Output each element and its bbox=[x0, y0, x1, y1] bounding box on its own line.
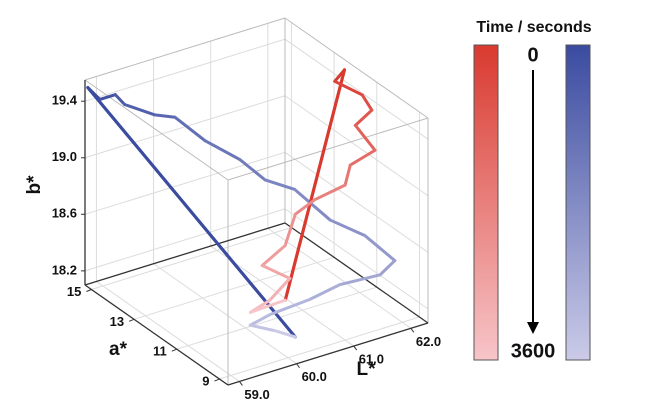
grid-line bbox=[267, 227, 412, 329]
x-tick-label: 60.0 bbox=[302, 369, 327, 384]
grid-line bbox=[91, 227, 292, 290]
trajectory-segment bbox=[260, 263, 292, 280]
z-tick-label: 19.4 bbox=[52, 93, 78, 108]
y-tick bbox=[171, 348, 177, 352]
grid-line bbox=[133, 256, 335, 320]
grid-line bbox=[176, 286, 377, 350]
x-axis-label: L* bbox=[357, 359, 377, 380]
trajectory-segment bbox=[260, 244, 287, 267]
box-edge bbox=[284, 17, 429, 119]
grid-line bbox=[84, 38, 286, 102]
z-tick-label: 18.6 bbox=[52, 206, 77, 221]
trajectory-segment bbox=[338, 273, 382, 287]
trajectory-segment bbox=[248, 298, 287, 314]
trajectory-segment bbox=[363, 233, 397, 263]
start-end-line bbox=[86, 85, 297, 339]
trajectory-segment bbox=[268, 297, 312, 317]
trajectory-segment bbox=[333, 68, 346, 83]
colorbar-title: Time / seconds bbox=[476, 19, 591, 36]
trajectory-segment bbox=[173, 115, 207, 143]
grid-line bbox=[284, 151, 429, 253]
trajectory-segment bbox=[313, 183, 347, 202]
colorbar-end: 3600 bbox=[511, 340, 556, 362]
x-tick-label: 62.0 bbox=[416, 334, 441, 349]
y-axis-label: a* bbox=[109, 339, 128, 360]
box-edge bbox=[84, 17, 286, 81]
trajectory-segment bbox=[263, 178, 297, 191]
colorbar bbox=[473, 44, 499, 361]
grid-line bbox=[153, 263, 297, 365]
x-tick bbox=[410, 328, 415, 333]
trajectory-segment bbox=[328, 218, 367, 237]
trajectory-segment bbox=[293, 187, 332, 222]
trajectory-segment bbox=[348, 148, 377, 167]
trajectory-segment bbox=[273, 329, 297, 339]
trajectory-segment bbox=[203, 139, 242, 162]
x-tick bbox=[296, 363, 300, 369]
x-axis-line bbox=[227, 322, 429, 386]
trajectory-segment bbox=[308, 283, 342, 301]
box-edge bbox=[84, 222, 286, 286]
y-tick bbox=[128, 318, 135, 322]
trajectory-segment bbox=[238, 158, 267, 182]
y-tick bbox=[214, 378, 220, 382]
trajectory-segment bbox=[353, 108, 374, 127]
grid-line bbox=[84, 208, 286, 272]
trajectory-segment bbox=[378, 259, 397, 277]
y-tick bbox=[86, 289, 92, 292]
trajectory-segment bbox=[333, 79, 364, 97]
back-right-wall bbox=[285, 18, 428, 323]
y-axis-line bbox=[84, 284, 229, 386]
z-axis-label: b* bbox=[24, 175, 45, 195]
back-left-wall bbox=[85, 18, 285, 285]
grid-line bbox=[284, 208, 429, 310]
y-tick-label: 13 bbox=[110, 314, 124, 329]
trajectory-segment bbox=[248, 313, 272, 327]
trajectory-segment bbox=[268, 276, 292, 302]
z-tick-label: 18.2 bbox=[52, 262, 77, 277]
grid-line bbox=[84, 151, 286, 215]
box-edge bbox=[227, 117, 429, 181]
x-tick-label: 59.0 bbox=[244, 387, 269, 400]
y-tick-label: 9 bbox=[202, 373, 209, 388]
trajectory-segment bbox=[353, 123, 377, 152]
trajectory-segment bbox=[293, 198, 317, 216]
trajectory-segment bbox=[86, 86, 102, 101]
trajectory-segment bbox=[360, 93, 374, 112]
grid-line bbox=[219, 316, 420, 380]
colorbar bbox=[565, 44, 591, 361]
z-tick-label: 19.0 bbox=[52, 149, 77, 164]
y-tick-label: 11 bbox=[153, 344, 167, 359]
colorbar-start: 0 bbox=[527, 44, 538, 66]
start-end-line bbox=[283, 68, 347, 302]
box-edge bbox=[284, 222, 429, 324]
x-tick bbox=[353, 345, 358, 351]
trajectory-segment bbox=[98, 93, 117, 101]
trajectory-segment bbox=[248, 323, 277, 333]
y-tick-label: 15 bbox=[67, 284, 81, 299]
trajectory-segment bbox=[283, 212, 297, 248]
grid-line bbox=[284, 95, 429, 197]
grid-line bbox=[284, 38, 429, 140]
grid-line bbox=[96, 281, 240, 382]
trajectory-segment bbox=[123, 103, 157, 117]
x-tick bbox=[239, 381, 243, 386]
trajectory-segment bbox=[343, 163, 352, 187]
trajectory-segment bbox=[153, 113, 177, 119]
trajectory-segment bbox=[113, 93, 127, 107]
x-tick-label: 61.0 bbox=[359, 351, 384, 366]
